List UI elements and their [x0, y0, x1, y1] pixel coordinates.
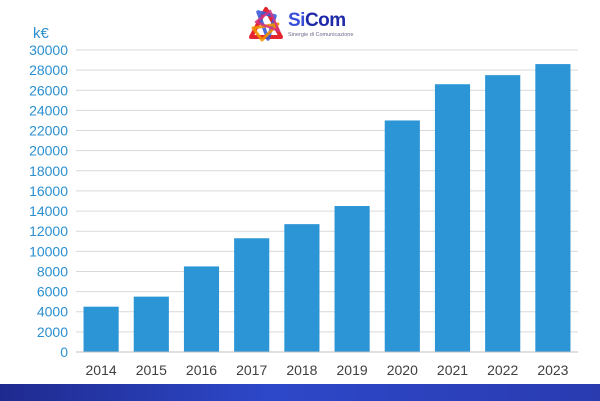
y-axis-unit-label: k€ — [33, 25, 50, 42]
y-tick-label: 20000 — [29, 143, 68, 159]
bar-2014 — [83, 306, 119, 352]
x-tick-label: 2019 — [337, 362, 368, 378]
sicom-triangle-logo-icon — [249, 7, 283, 42]
bar-2017 — [234, 238, 270, 352]
y-tick-label: 4000 — [37, 304, 68, 320]
x-tick-label: 2015 — [136, 362, 167, 378]
bar-2019 — [334, 206, 370, 352]
y-tick-label: 8000 — [37, 263, 68, 279]
footer-band — [0, 384, 600, 401]
bar-2020 — [384, 120, 420, 352]
bar-2016 — [183, 266, 220, 352]
y-tick-label: 10000 — [29, 243, 68, 259]
bar-2015 — [133, 296, 169, 352]
bars — [83, 64, 571, 353]
x-tick-label: 2014 — [86, 362, 117, 378]
x-tick-label: 2023 — [537, 362, 568, 378]
bar-2022 — [485, 75, 521, 353]
bar-2021 — [434, 84, 471, 352]
y-tick-label: 6000 — [37, 284, 68, 300]
logo-wordmark: SiCom — [288, 10, 346, 32]
y-tick-label: 2000 — [37, 324, 68, 340]
bar-2018 — [284, 224, 320, 352]
y-tick-label: 14000 — [29, 203, 68, 219]
y-tick-label: 24000 — [29, 102, 68, 118]
y-tick-label: 16000 — [29, 183, 68, 199]
logo-word-si: Si — [288, 10, 305, 31]
x-tick-label: 2020 — [387, 362, 418, 378]
y-tick-label: 12000 — [29, 223, 68, 239]
revenue-bar-chart: k€ 0 2000 4000 6000 8000 10000 12000 14000 16000… — [29, 25, 578, 378]
x-axis-ticks: 2014 2015 2016 2017 2018 2019 2020 2021 2022 2023 — [86, 362, 569, 378]
y-axis-ticks: 0 2000 4000 6000 8000 10000 12000 14000 16000 180… — [29, 42, 68, 360]
x-tick-label: 2022 — [487, 362, 518, 378]
x-tick-label: 2021 — [437, 362, 468, 378]
x-tick-label: 2016 — [186, 362, 217, 378]
logo-word-com: Com — [304, 10, 346, 31]
sicom-logo: SiCom Sinergie di Comunicazione — [248, 6, 358, 44]
y-tick-label: 18000 — [29, 163, 68, 179]
y-tick-label: 26000 — [29, 82, 68, 98]
y-tick-label: 0 — [60, 344, 68, 360]
x-tick-label: 2017 — [236, 362, 267, 378]
y-tick-label: 28000 — [29, 62, 68, 78]
bar-2023 — [535, 64, 571, 353]
y-tick-label: 22000 — [29, 123, 68, 139]
logo-tagline: Sinergie di Comunicazione — [288, 32, 354, 38]
x-tick-label: 2018 — [286, 362, 317, 378]
y-tick-label: 30000 — [29, 42, 68, 58]
